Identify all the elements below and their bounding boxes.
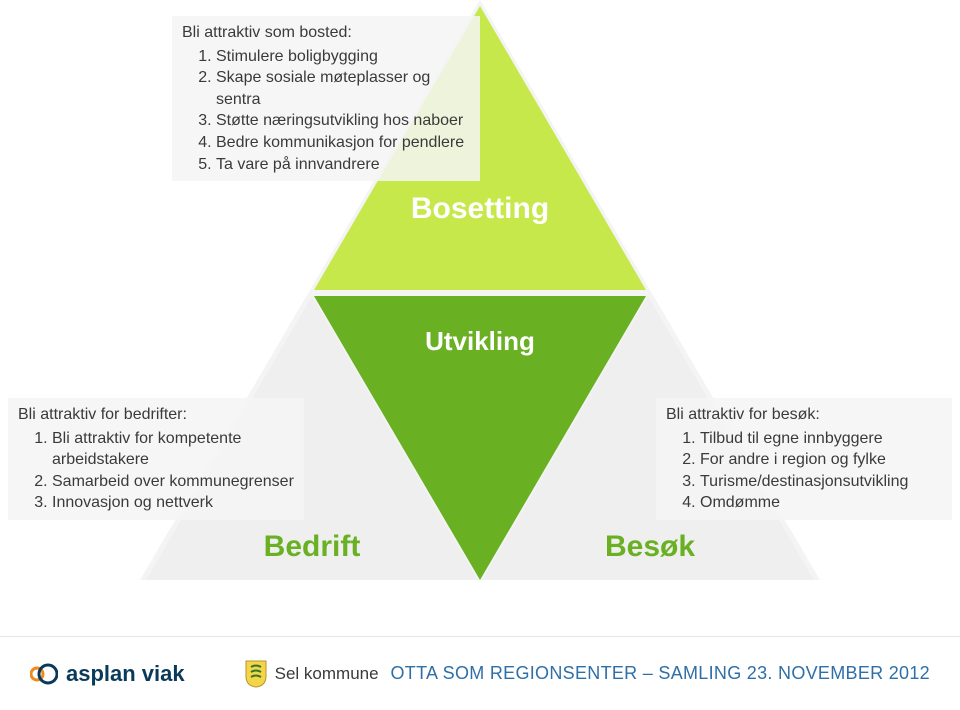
textbox-besok: Bli attraktiv for besøk: Tilbud til egne…	[656, 398, 952, 520]
textbox-bedrifter-list: Bli attraktiv for kompetente arbeidstake…	[18, 428, 294, 514]
logo-asplan-text: asplan viak	[66, 661, 185, 687]
list-item: Omdømme	[700, 492, 942, 514]
logo-asplan-viak: asplan viak	[30, 660, 185, 688]
list-item: Støtte næringsutvikling hos naboer	[216, 110, 470, 132]
list-item: Bli attraktiv for kompetente arbeidstake…	[52, 428, 294, 471]
label-bosetting: Bosetting	[0, 192, 960, 226]
list-item: Tilbud til egne innbyggere	[700, 428, 942, 450]
textbox-bedrifter: Bli attraktiv for bedrifter: Bli attrakt…	[8, 398, 304, 520]
shield-icon	[245, 660, 267, 688]
label-besok: Besøk	[520, 530, 780, 564]
textbox-besok-heading: Bli attraktiv for besøk:	[666, 404, 942, 426]
list-item: Bedre kommunikasjon for pendlere	[216, 132, 470, 154]
asplan-mark-icon	[30, 660, 58, 688]
textbox-bedrifter-heading: Bli attraktiv for bedrifter:	[18, 404, 294, 426]
slide: Bosetting Utvikling Bedrift Besøk Bli at…	[0, 0, 960, 710]
list-item: Ta vare på innvandrere	[216, 154, 470, 176]
logo-sel-kommune: Sel kommune	[245, 660, 379, 688]
textbox-besok-list: Tilbud til egne innbyggere For andre i r…	[666, 428, 942, 514]
label-bedrift: Bedrift	[182, 530, 442, 564]
list-item: Innovasjon og nettverk	[52, 492, 294, 514]
list-item: Samarbeid over kommunegrenser	[52, 471, 294, 493]
list-item: For andre i region og fylke	[700, 449, 942, 471]
textbox-bosted-heading: Bli attraktiv som bosted:	[182, 22, 470, 44]
list-item: Skape sosiale møteplasser og sentra	[216, 67, 470, 110]
list-item: Stimulere boligbygging	[216, 46, 470, 68]
label-utvikling: Utvikling	[0, 326, 960, 357]
sel-kommune-text: Sel kommune	[275, 664, 379, 684]
list-item: Turisme/destinasjonsutvikling	[700, 471, 942, 493]
textbox-bosted: Bli attraktiv som bosted: Stimulere boli…	[172, 16, 480, 181]
footer: asplan viak Sel kommune OTTA SOM REGIONS…	[0, 636, 960, 710]
footer-caption: OTTA SOM REGIONSENTER – SAMLING 23. NOVE…	[390, 663, 930, 684]
textbox-bosted-list: Stimulere boligbygging Skape sosiale møt…	[182, 46, 470, 176]
